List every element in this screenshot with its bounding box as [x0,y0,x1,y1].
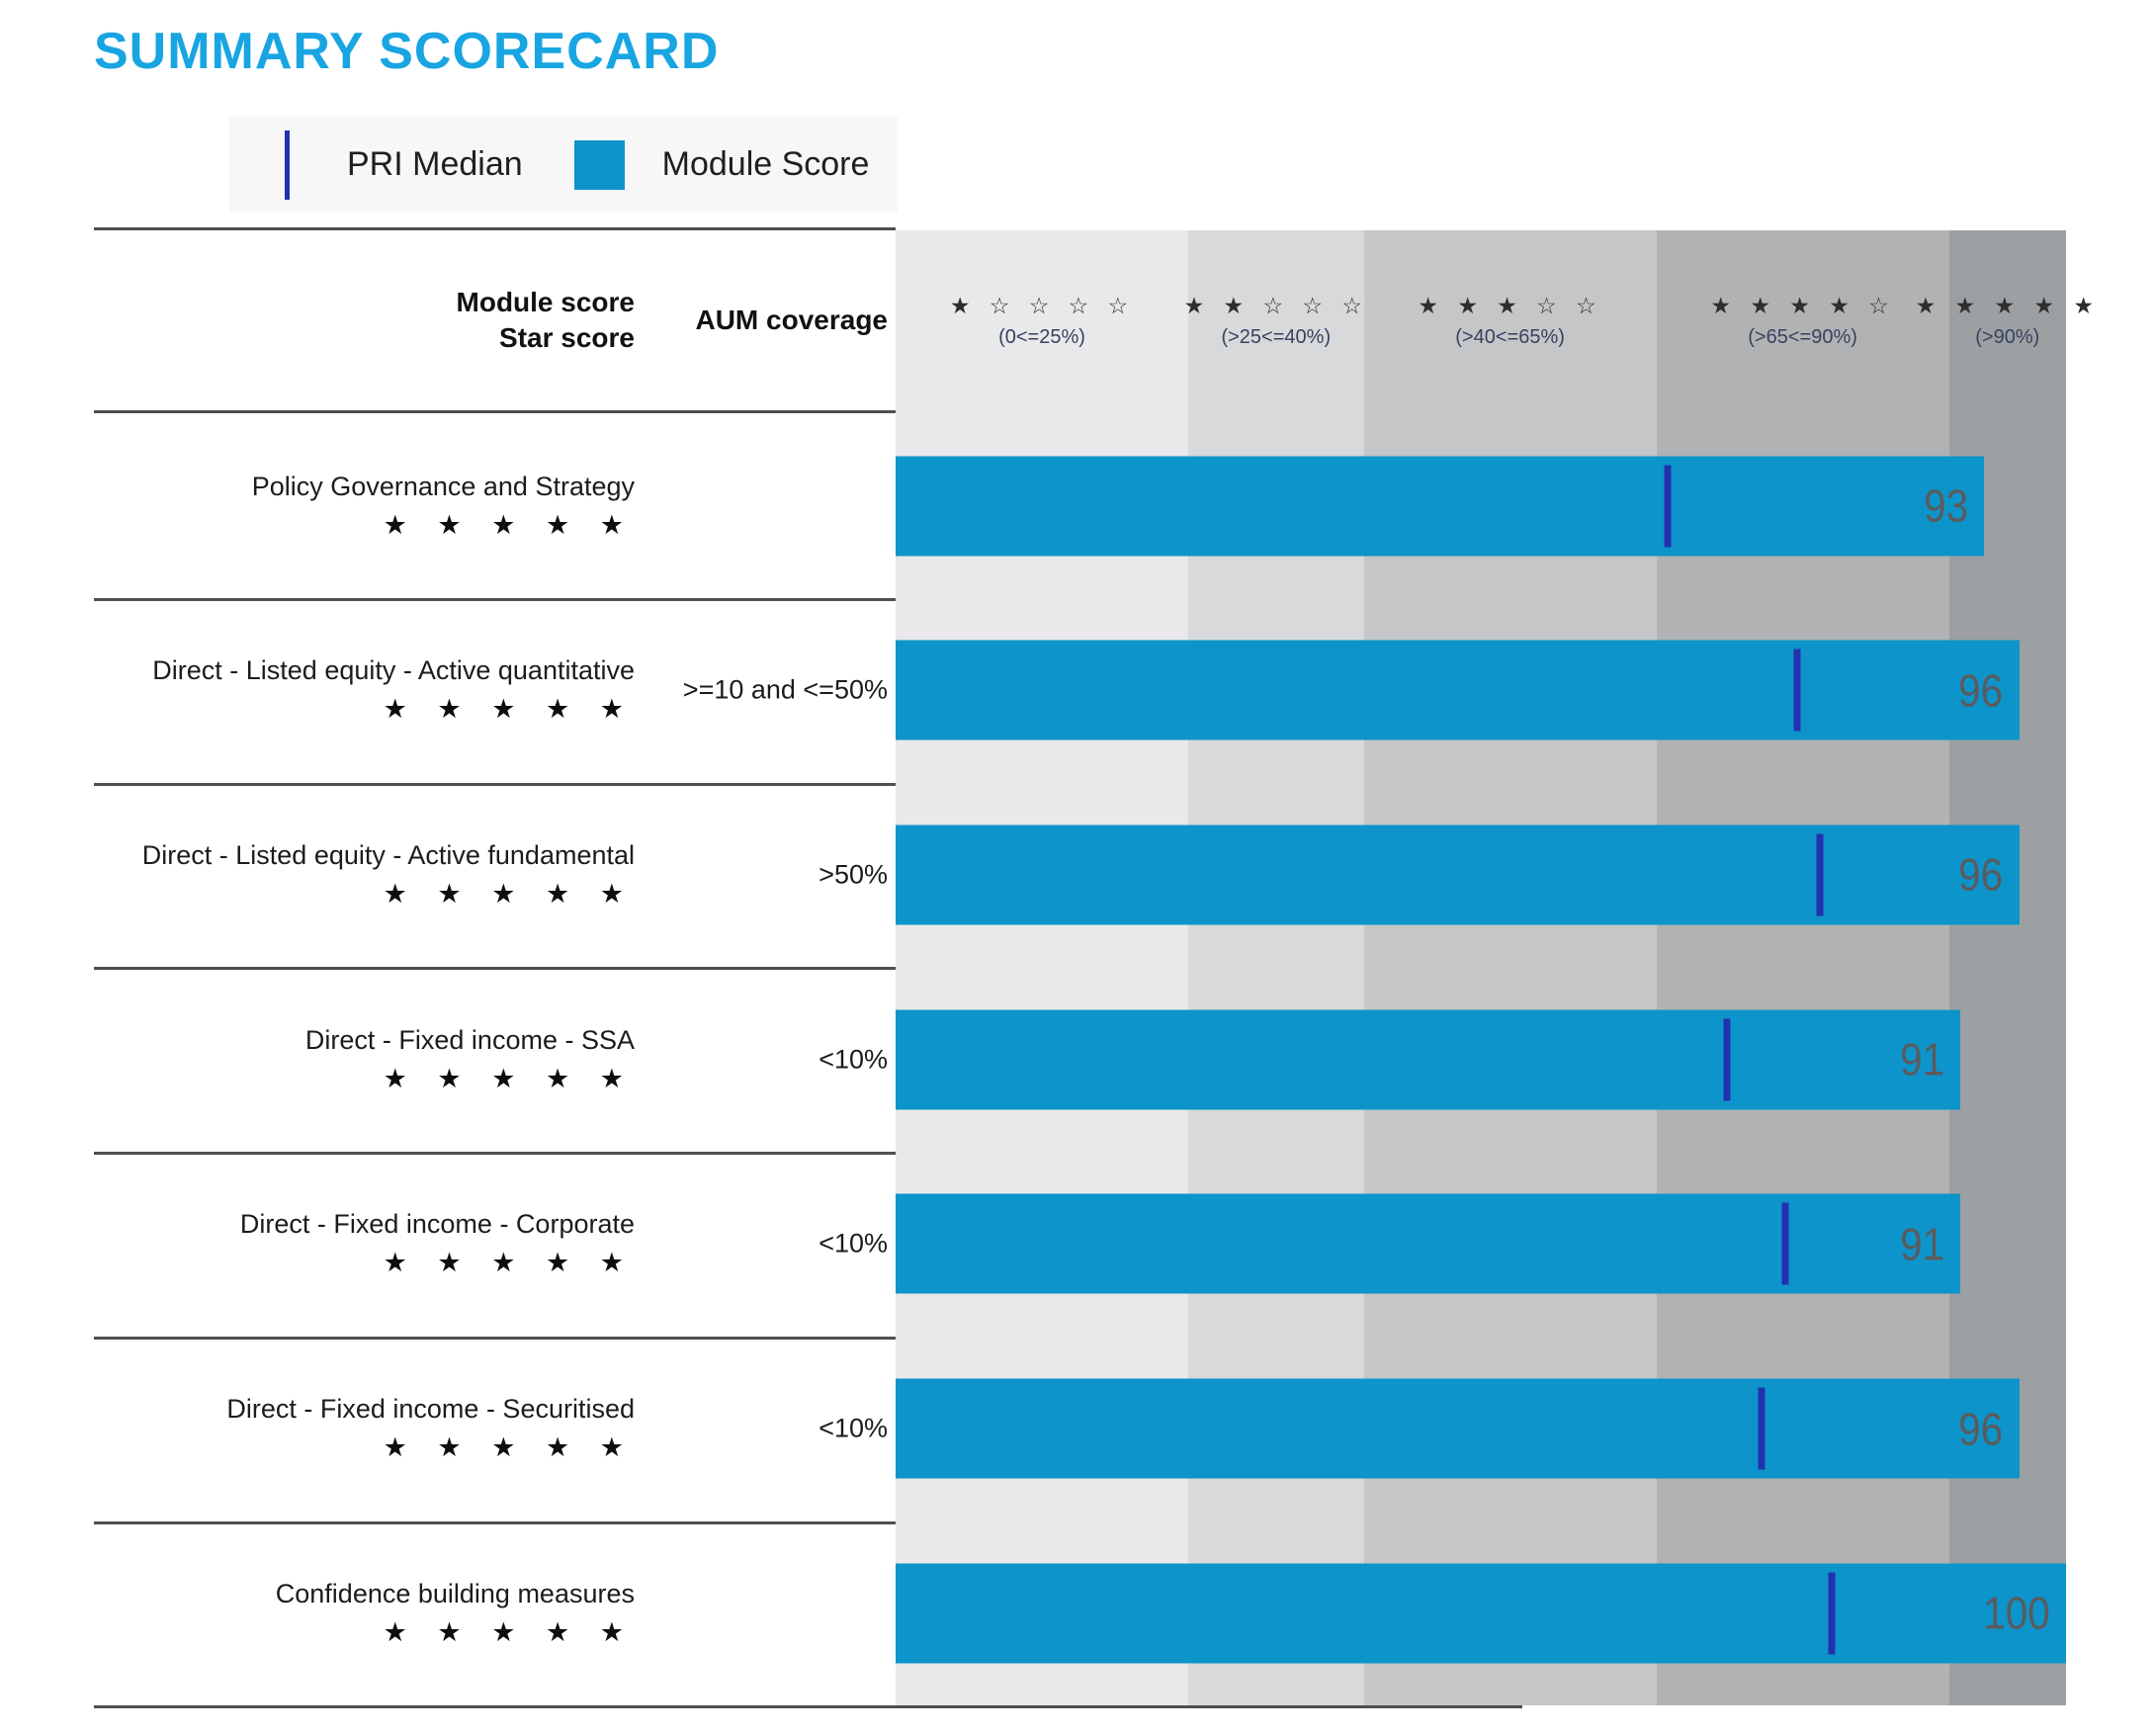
module-label: Direct - Fixed income - SSA [304,1024,635,1055]
table-header: Module score Star score AUM coverage [94,227,896,413]
row-left-section: Direct - Listed equity - Active quantita… [94,598,896,786]
star-score: ★ ★ ★ ★ ★ [383,1248,635,1279]
bar-zone: 96 [896,598,2066,783]
module-label: Policy Governance and Strategy [251,471,635,501]
scorecard-row: Direct - Listed equity - Active fundamen… [0,782,2153,971]
scorecard-row: Direct - Listed equity - Active quantita… [0,598,2153,786]
aum-coverage-value: >50% [818,859,888,890]
band-stars: ★ ★ ★ ☆ ☆ [1418,294,1602,319]
pri-median-line [1816,833,1824,916]
module-score-value: 93 [1924,479,1969,532]
band-range-label: (>65<=90%) [1748,326,1857,348]
module-score-value: 91 [1900,1218,1945,1270]
scorecard-row: Direct - Fixed income - Securitised ★ ★ ★… [0,1337,2153,1524]
pri-median-line [1723,1018,1731,1101]
row-left-section: Policy Governance and Strategy ★ ★ ★ ★ ★ [94,413,896,601]
aum-coverage-header: AUM coverage [695,304,888,335]
star-score: ★ ★ ★ ★ ★ [383,1432,635,1463]
bar-zone: 100 [896,1520,2066,1705]
legend: PRI Median Module Score [229,117,898,213]
module-score-bar: 96 [896,1378,2020,1479]
band-stars: ★ ☆ ☆ ☆ ☆ [949,294,1135,319]
pri-median-line [1781,1202,1789,1285]
module-score-header: Module score Star score [457,285,635,356]
aum-coverage-value: >=10 and <=50% [682,674,888,705]
band-range-label: (>90%) [1975,326,2040,348]
row-left-section: Direct - Fixed income - SSA ★ ★ ★ ★ ★ <10% [94,967,896,1156]
band-header: ★ ★ ★ ★ ☆ (>65<=90%) [1657,230,1949,412]
module-block: Direct - Fixed income - Corporate ★ ★ ★ ★… [240,1209,635,1278]
row-left-section: Direct - Fixed income - Corporate ★ ★ ★ ★… [94,1152,896,1340]
row-left-section: Direct - Fixed income - Securitised ★ ★ ★… [94,1337,896,1524]
module-score-bar: 93 [896,456,1985,556]
pri-median-marker-icon [285,130,290,200]
module-label: Confidence building measures [275,1578,635,1608]
module-score-value: 96 [1958,848,2004,901]
module-block: Policy Governance and Strategy ★ ★ ★ ★ ★ [252,472,635,541]
bar-zone: 93 [896,413,2066,598]
band-stars: ★ ★ ★ ★ ★ [1915,294,2100,319]
band-header: ★ ☆ ☆ ☆ ☆ (0<=25%) [896,230,1188,412]
star-band-headers: ★ ☆ ☆ ☆ ☆ (0<=25%) ★ ★ ☆ ☆ ☆ (>25<=40%) ★ ★ … [896,230,2094,412]
scorecard-row: Confidence building measures ★ ★ ★ ★ ★ 100 [0,1520,2153,1705]
module-score-bar: 91 [896,1009,1961,1110]
pri-median-line [1758,1387,1765,1470]
band-header: ★ ★ ★ ★ ★ (>90%) [1916,230,2094,412]
module-score-header-line1: Module score [456,287,635,317]
legend-module-score-label: Module Score [661,145,870,183]
module-label: Direct - Fixed income - Corporate [239,1209,635,1240]
scorecard-row: Policy Governance and Strategy ★ ★ ★ ★ ★ 9… [0,413,2153,601]
pri-median-line [1828,1572,1836,1655]
scorecard-row: Direct - Fixed income - SSA ★ ★ ★ ★ ★ <10%… [0,967,2153,1156]
bar-zone: 91 [896,1152,2066,1337]
star-score: ★ ★ ★ ★ ★ [383,509,635,541]
scorecard-row: Direct - Fixed income - Corporate ★ ★ ★ ★… [0,1152,2153,1340]
module-score-swatch-icon [573,139,625,190]
bar-zone: 96 [896,782,2066,967]
band-range-label: (0<=25%) [998,326,1085,348]
module-label: Direct - Fixed income - Securitised [226,1394,635,1424]
band-stars: ★ ★ ★ ★ ☆ [1710,294,1895,319]
module-block: Direct - Fixed income - SSA ★ ★ ★ ★ ★ [305,1025,635,1094]
pri-median-line [1793,649,1801,732]
row-left-section: Confidence building measures ★ ★ ★ ★ ★ [94,1520,896,1705]
module-score-value: 96 [1958,1403,2004,1454]
bar-zone: 96 [896,1337,2066,1521]
legend-pri-median-label: PRI Median [347,145,523,183]
star-score: ★ ★ ★ ★ ★ [383,1616,635,1648]
module-score-bar: 100 [896,1563,2066,1664]
row-left-section: Direct - Listed equity - Active fundamen… [94,782,896,971]
band-range-label: (>25<=40%) [1221,326,1332,348]
band-range-label: (>40<=65%) [1455,326,1565,348]
module-score-bar: 96 [896,825,2020,925]
module-score-value: 96 [1958,664,2004,717]
bar-zone: 91 [896,967,2066,1152]
module-score-value: 91 [1900,1033,1945,1085]
module-label: Direct - Listed equity - Active quantita… [152,655,635,686]
module-label: Direct - Listed equity - Active fundamen… [141,839,635,870]
aum-coverage-value: <10% [818,1228,888,1259]
aum-coverage-value: <10% [818,1044,888,1075]
module-block: Direct - Fixed income - Securitised ★ ★ ★… [226,1394,635,1463]
module-block: Direct - Listed equity - Active quantita… [152,655,635,725]
module-block: Confidence building measures ★ ★ ★ ★ ★ [276,1579,635,1648]
module-score-bar: 91 [896,1193,1961,1294]
aum-coverage-value: <10% [818,1413,888,1443]
star-score-header-line2: Star score [499,322,635,353]
module-score-bar: 96 [896,640,2020,740]
band-stars: ★ ★ ☆ ☆ ☆ [1183,294,1368,319]
band-header: ★ ★ ☆ ☆ ☆ (>25<=40%) [1184,230,1364,412]
star-score: ★ ★ ★ ★ ★ [383,694,635,726]
star-score: ★ ★ ★ ★ ★ [383,878,635,910]
pri-median-line [1664,465,1672,547]
star-score: ★ ★ ★ ★ ★ [383,1063,635,1094]
band-header: ★ ★ ★ ☆ ☆ (>40<=65%) [1364,230,1657,412]
module-score-value: 100 [1983,1587,2050,1639]
bottom-rule [94,1705,1522,1708]
module-block: Direct - Listed equity - Active fundamen… [142,840,635,910]
page-title: SUMMARY SCORECARD [94,23,720,80]
